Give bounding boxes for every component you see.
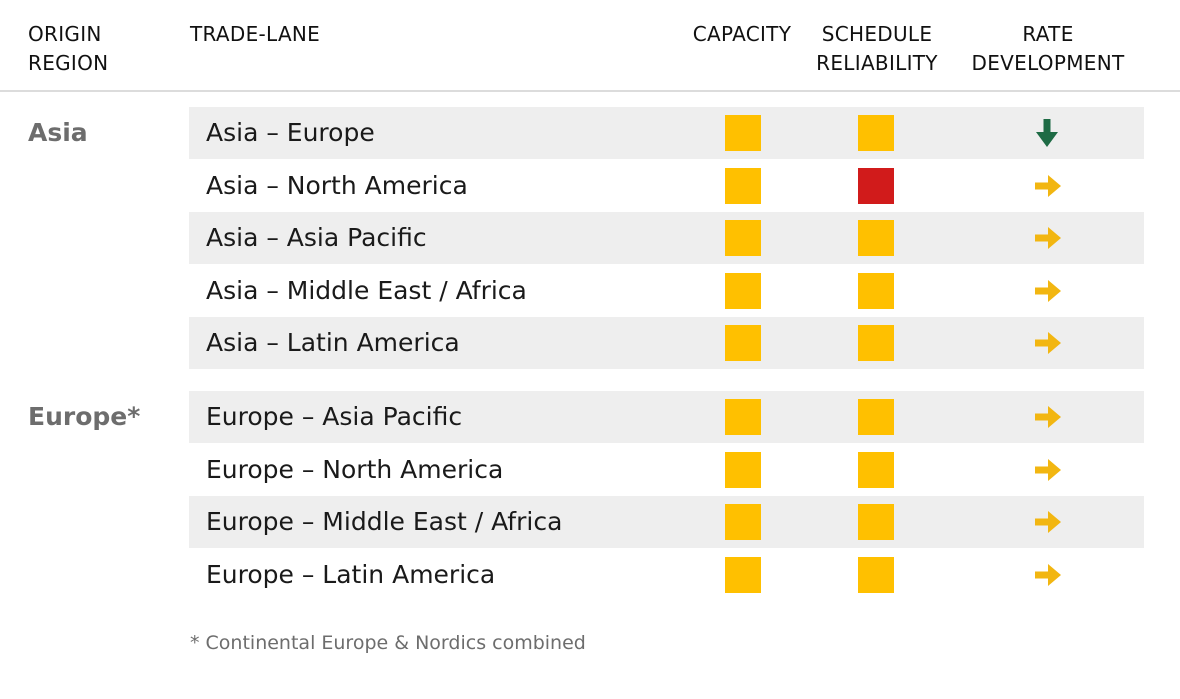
schedule-reliability-indicator bbox=[858, 115, 894, 151]
arrow-right-icon bbox=[1035, 406, 1061, 428]
table-row: Asia – Middle East / Africa bbox=[189, 265, 1144, 317]
footnote: * Continental Europe & Nordics combined bbox=[190, 632, 586, 654]
capacity-indicator bbox=[725, 167, 761, 204]
schedule-reliability-indicator bbox=[858, 167, 894, 204]
header-capacity: CAPACITY bbox=[678, 20, 806, 49]
schedule-reliability-indicator bbox=[858, 556, 894, 593]
capacity-indicator bbox=[725, 556, 761, 593]
arrow-right-icon bbox=[1035, 332, 1061, 355]
schedule-reliability-indicator bbox=[858, 220, 894, 257]
header-divider bbox=[0, 90, 1180, 92]
schedule-reliability-indicator bbox=[858, 504, 894, 541]
capacity-indicator bbox=[725, 504, 761, 541]
trade-lane-label: Asia – Latin America bbox=[206, 328, 460, 358]
region-label-asia: Asia bbox=[28, 118, 88, 147]
header-trade-lane-label: TRADE-LANE bbox=[190, 22, 321, 46]
header-origin-line1: ORIGIN bbox=[28, 22, 102, 46]
capacity-indicator bbox=[725, 115, 761, 151]
header-rate-line1: RATE bbox=[1022, 22, 1074, 46]
schedule-reliability-indicator bbox=[858, 325, 894, 362]
header-capacity-label: CAPACITY bbox=[692, 22, 792, 46]
arrow-right-icon bbox=[1035, 458, 1061, 481]
schedule-reliability-indicator bbox=[858, 451, 894, 488]
table-row: Europe – Asia Pacific bbox=[189, 391, 1144, 443]
capacity-indicator bbox=[725, 451, 761, 488]
arrow-right-icon bbox=[1035, 227, 1061, 250]
trade-lane-label: Europe – Asia Pacific bbox=[206, 402, 463, 431]
trade-lane-label: Asia – Asia Pacific bbox=[206, 223, 427, 253]
table-row: Europe – Latin America bbox=[189, 549, 1144, 601]
capacity-indicator bbox=[725, 399, 761, 435]
capacity-indicator bbox=[725, 220, 761, 257]
capacity-indicator bbox=[725, 272, 761, 309]
table-row: Europe – North America bbox=[189, 444, 1144, 496]
header-schedule-line2: RELIABILITY bbox=[816, 51, 938, 75]
capacity-indicator bbox=[725, 325, 761, 362]
trade-lane-label: Europe – Middle East / Africa bbox=[206, 507, 563, 537]
table-row: Asia – Asia Pacific bbox=[189, 212, 1144, 265]
table-row: Asia – Europe bbox=[189, 107, 1144, 159]
table-row: Europe – Middle East / Africa bbox=[189, 496, 1144, 549]
trade-lane-label: Asia – North America bbox=[206, 170, 468, 200]
schedule-reliability-indicator bbox=[858, 399, 894, 435]
arrow-right-icon bbox=[1035, 174, 1061, 197]
schedule-reliability-indicator bbox=[858, 272, 894, 309]
header-schedule-reliability: SCHEDULE RELIABILITY bbox=[806, 20, 948, 78]
table-row: Asia – Latin America bbox=[189, 317, 1144, 370]
header-rate-line2: DEVELOPMENT bbox=[971, 51, 1125, 75]
trade-lane-label: Asia – Middle East / Africa bbox=[206, 275, 527, 305]
table-row: Asia – North America bbox=[189, 160, 1144, 212]
trade-lane-label: Europe – North America bbox=[206, 454, 504, 484]
arrow-right-icon bbox=[1035, 511, 1061, 534]
header-schedule-line1: SCHEDULE bbox=[821, 22, 933, 46]
header-trade-lane: TRADE-LANE bbox=[190, 20, 320, 49]
arrow-right-icon bbox=[1035, 279, 1061, 302]
header-rate-development: RATE DEVELOPMENT bbox=[955, 20, 1141, 78]
arrow-right-icon bbox=[1035, 563, 1061, 586]
trade-lane-label: Asia – Europe bbox=[206, 118, 375, 147]
arrow-down-icon bbox=[1036, 119, 1058, 147]
region-label-europe: Europe* bbox=[28, 402, 141, 431]
header-origin-region: ORIGIN REGION bbox=[28, 20, 108, 78]
trade-lane-label: Europe – Latin America bbox=[206, 559, 496, 589]
header-origin-line2: REGION bbox=[28, 51, 109, 75]
